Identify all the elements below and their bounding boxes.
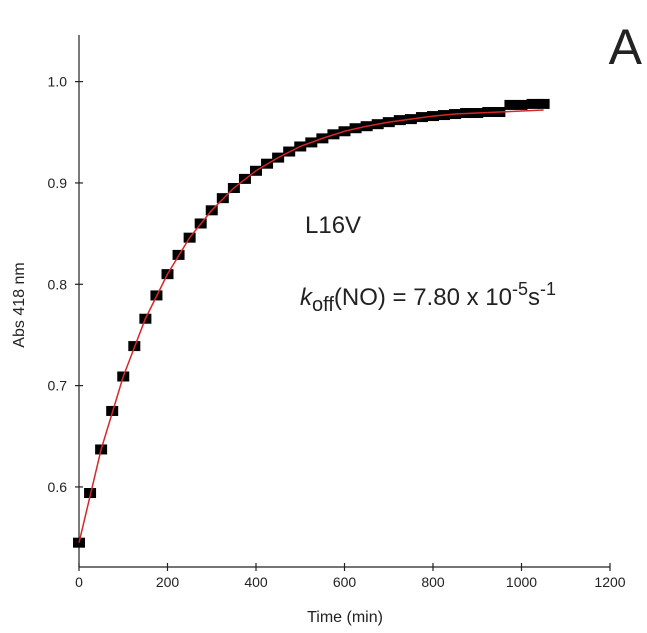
- k-symbol: k: [300, 284, 314, 311]
- y-axis-label: Abs 418 nm: [11, 262, 28, 347]
- exponent: -1: [540, 279, 556, 299]
- rate-annotation: koff(NO) = 7.80 x 10-5s-1: [300, 279, 556, 316]
- data-point: [504, 99, 517, 110]
- fit-line: [78, 109, 544, 543]
- data-point: [515, 99, 528, 110]
- y-tick-label: 1.0: [48, 74, 68, 90]
- x-tick-label: 600: [333, 574, 357, 590]
- x-tick-label: 0: [75, 574, 83, 590]
- data-point: [537, 98, 550, 109]
- x-axis-label: Time (min): [307, 609, 383, 626]
- x-tick-label: 200: [156, 574, 180, 590]
- exponent: -5: [512, 279, 528, 299]
- k-subscript: off: [312, 294, 334, 316]
- y-tick-label: 0.8: [48, 276, 68, 292]
- data-point: [526, 98, 539, 109]
- x-tick-label: 400: [244, 574, 268, 590]
- x-tick-label: 1200: [594, 574, 625, 590]
- equation: (NO) = 7.80 x 10: [334, 284, 512, 311]
- panel-label: A: [609, 19, 643, 75]
- y-tick-label: 0.6: [48, 479, 68, 495]
- unit: s: [528, 284, 540, 311]
- y-tick-label: 0.9: [48, 175, 68, 191]
- x-tick-label: 1000: [506, 574, 537, 590]
- y-tick-label: 0.7: [48, 378, 68, 394]
- sample-label: L16V: [305, 212, 361, 239]
- x-tick-label: 800: [421, 574, 445, 590]
